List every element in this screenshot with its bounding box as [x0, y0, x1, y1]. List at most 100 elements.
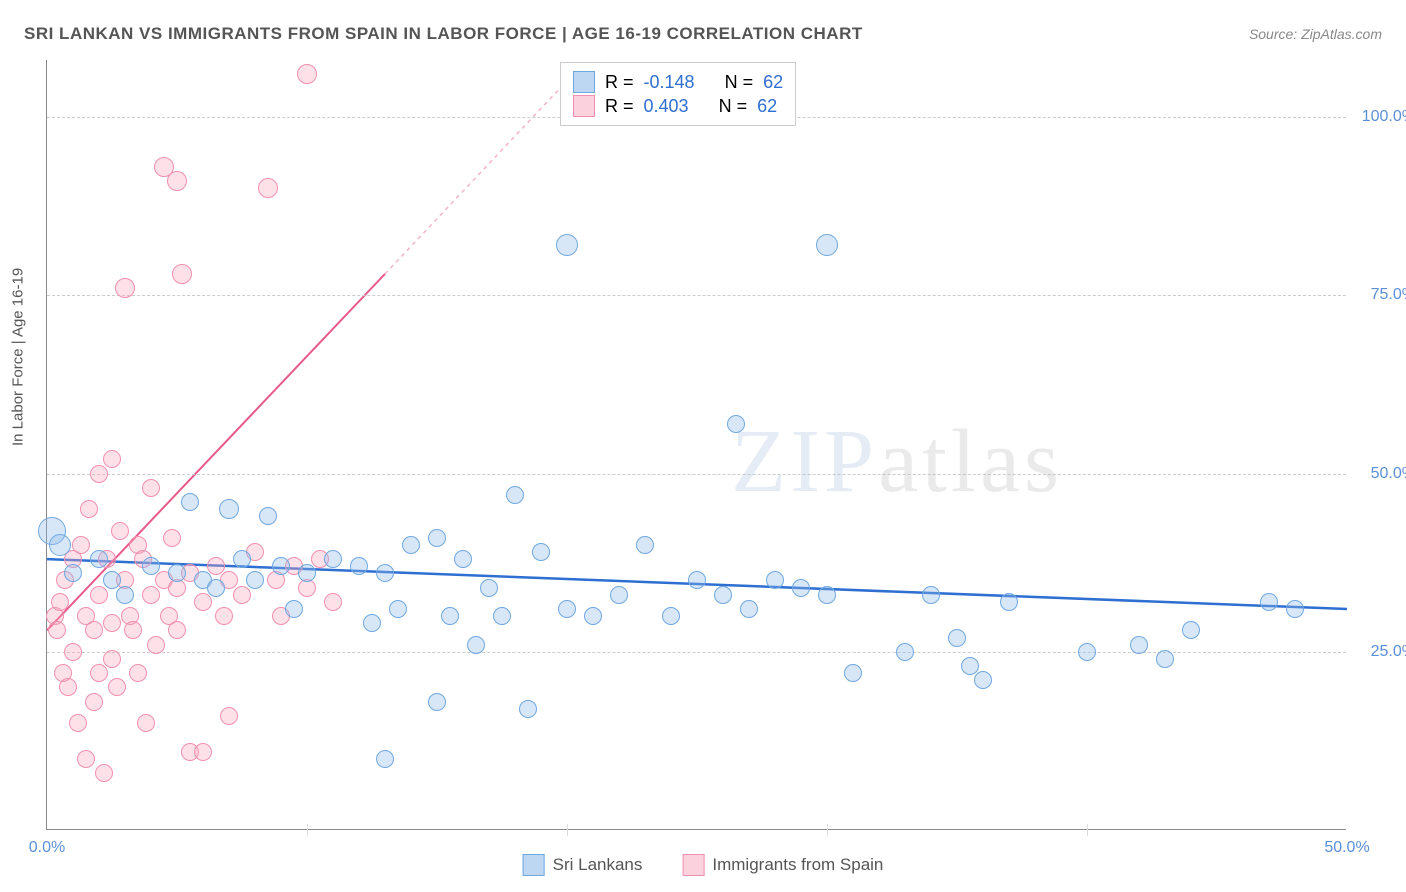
y-axis-label: In Labor Force | Age 16-19	[10, 268, 27, 446]
scatter-point	[493, 607, 511, 625]
scatter-point	[389, 600, 407, 618]
scatter-point	[129, 664, 147, 682]
gridline-h	[47, 295, 1346, 296]
n-value-a: 62	[763, 72, 783, 93]
scatter-point	[1156, 650, 1174, 668]
scatter-point	[532, 543, 550, 561]
scatter-point	[137, 714, 155, 732]
scatter-point	[428, 693, 446, 711]
scatter-point	[792, 579, 810, 597]
scatter-point	[172, 264, 192, 284]
scatter-point	[142, 586, 160, 604]
scatter-point	[85, 693, 103, 711]
scatter-point	[233, 550, 251, 568]
r-value-a: -0.148	[644, 72, 695, 93]
scatter-point	[215, 607, 233, 625]
scatter-point	[124, 621, 142, 639]
scatter-point	[402, 536, 420, 554]
scatter-point	[298, 564, 316, 582]
scatter-point	[766, 571, 784, 589]
scatter-point	[259, 507, 277, 525]
xtick-mark	[1087, 824, 1088, 836]
scatter-point	[740, 600, 758, 618]
scatter-point	[142, 557, 160, 575]
regression-line	[47, 274, 385, 630]
n-label: N =	[725, 72, 754, 93]
scatter-point	[1078, 643, 1096, 661]
scatter-point	[519, 700, 537, 718]
scatter-point	[441, 607, 459, 625]
scatter-point	[168, 621, 186, 639]
scatter-point	[207, 579, 225, 597]
scatter-point	[194, 743, 212, 761]
scatter-point	[103, 614, 121, 632]
ytick-label: 100.0%	[1356, 108, 1406, 126]
legend-row-a: R = -0.148 N = 62	[573, 71, 783, 93]
scatter-point	[662, 607, 680, 625]
chart-title: SRI LANKAN VS IMMIGRANTS FROM SPAIN IN L…	[24, 24, 863, 44]
xtick-label: 50.0%	[1324, 839, 1369, 857]
legend-item-b: Immigrants from Spain	[682, 854, 883, 876]
scatter-point	[115, 278, 135, 298]
scatter-point	[108, 678, 126, 696]
scatter-point	[714, 586, 732, 604]
scatter-point	[454, 550, 472, 568]
n-label: N =	[719, 96, 748, 117]
scatter-point	[896, 643, 914, 661]
scatter-point	[974, 671, 992, 689]
correlation-legend: R = -0.148 N = 62 R = 0.403 N = 62	[560, 62, 796, 126]
regression-layer	[47, 60, 1347, 830]
scatter-point	[922, 586, 940, 604]
n-value-b: 62	[757, 96, 777, 117]
scatter-point	[51, 593, 69, 611]
scatter-point	[428, 529, 446, 547]
scatter-point	[844, 664, 862, 682]
scatter-point	[95, 764, 113, 782]
scatter-point	[85, 621, 103, 639]
scatter-point	[1182, 621, 1200, 639]
scatter-point	[90, 586, 108, 604]
ytick-label: 75.0%	[1356, 286, 1406, 304]
xtick-mark	[827, 824, 828, 836]
series-a-label: Sri Lankans	[553, 855, 643, 875]
scatter-point	[219, 499, 239, 519]
scatter-point	[610, 586, 628, 604]
scatter-point	[324, 550, 342, 568]
scatter-point	[48, 621, 66, 639]
scatter-point	[727, 415, 745, 433]
swatch-b	[682, 854, 704, 876]
scatter-point	[506, 486, 524, 504]
scatter-point	[220, 707, 238, 725]
scatter-point	[116, 586, 134, 604]
scatter-point	[636, 536, 654, 554]
gridline-h	[47, 474, 1346, 475]
xtick-mark	[567, 824, 568, 836]
ytick-label: 25.0%	[1356, 643, 1406, 661]
scatter-point	[556, 234, 578, 256]
swatch-a	[573, 71, 595, 93]
scatter-point	[103, 650, 121, 668]
source-label: Source: ZipAtlas.com	[1249, 26, 1382, 42]
scatter-point	[297, 64, 317, 84]
scatter-point	[181, 493, 199, 511]
scatter-point	[350, 557, 368, 575]
scatter-point	[69, 714, 87, 732]
r-label: R =	[605, 72, 634, 93]
scatter-point	[111, 522, 129, 540]
gridline-h	[47, 652, 1346, 653]
scatter-point	[103, 450, 121, 468]
scatter-point	[324, 593, 342, 611]
scatter-point	[1260, 593, 1278, 611]
scatter-point	[246, 571, 264, 589]
scatter-point	[90, 550, 108, 568]
scatter-point	[194, 593, 212, 611]
swatch-b	[573, 95, 595, 117]
scatter-point	[72, 536, 90, 554]
scatter-point	[818, 586, 836, 604]
scatter-point	[467, 636, 485, 654]
series-legend: Sri Lankans Immigrants from Spain	[523, 854, 884, 876]
scatter-point	[147, 636, 165, 654]
scatter-point	[64, 643, 82, 661]
scatter-point	[90, 664, 108, 682]
legend-item-a: Sri Lankans	[523, 854, 643, 876]
